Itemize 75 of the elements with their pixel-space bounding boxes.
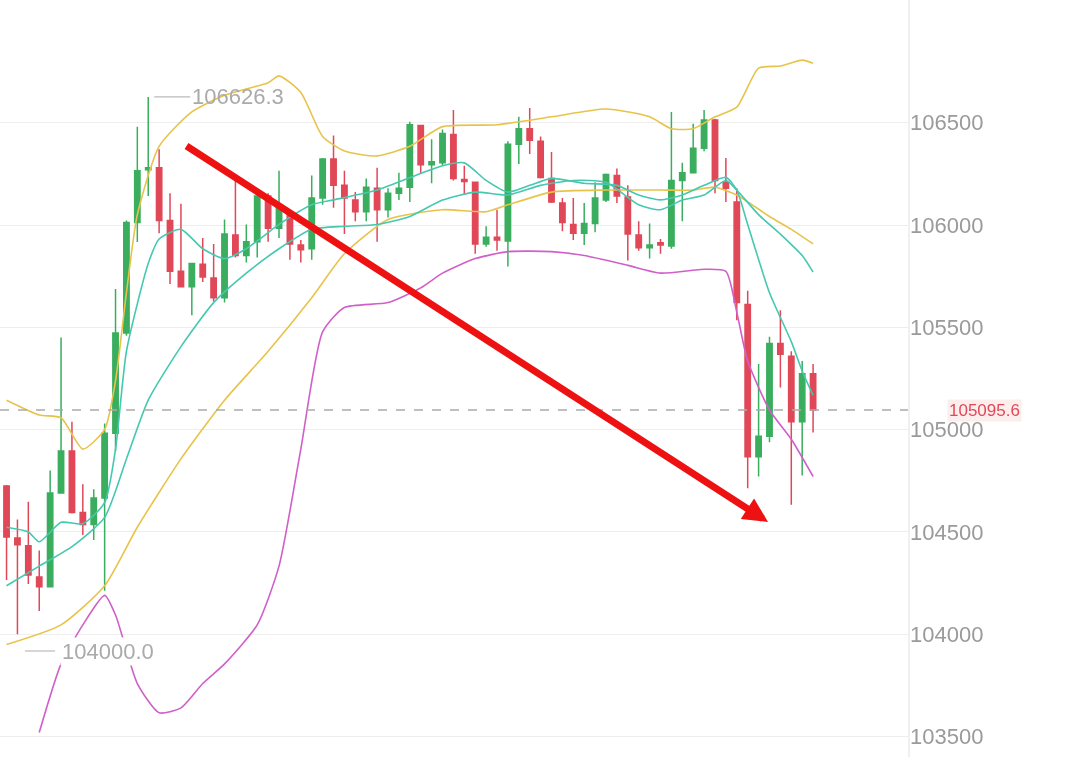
candlestick [558,197,566,232]
candlestick [384,187,392,219]
candlestick [460,164,468,196]
candlestick [635,220,643,252]
candlestick [471,181,479,255]
candlestick [667,111,675,250]
candlestick [362,177,370,223]
candlestick [569,197,577,241]
candlestick [57,336,65,494]
annotation: 104000.0 [62,639,154,664]
candlestick [253,192,261,259]
candlestick [210,243,218,303]
candlestick [199,237,207,283]
y-tick-label: 104000 [910,621,984,647]
candlestick [689,123,697,175]
candlestick [787,350,795,506]
candlestick [733,187,741,321]
line-series [5,59,814,450]
candlestick [79,483,87,536]
candlestick [700,109,708,152]
candlestick [373,167,381,243]
candlestick [90,488,98,541]
candlestick [177,203,185,288]
candlestick [144,96,152,197]
candlestick [319,157,327,206]
candlestick [678,162,686,223]
candlestick [133,125,141,243]
candlestick [580,202,588,246]
candlestick [646,222,654,260]
candlestick [515,116,523,165]
candlestick [537,135,545,180]
candlestick [624,184,632,262]
y-tick-label: 106500 [910,110,984,136]
candlestick [776,309,784,389]
candlestick [221,218,228,304]
ref-line-label: 105095.6 [949,401,1020,420]
candlestick [755,363,763,478]
candlestick [188,262,196,317]
candlestick [449,109,457,182]
candlestick [101,422,109,592]
candlestick [395,171,403,201]
candlestick [297,239,305,264]
candlestick [809,363,817,434]
candlestick [493,208,501,252]
candlestick [35,549,43,612]
candlestick [766,336,773,443]
candlestick [504,140,512,268]
candlestick [417,124,425,175]
candlestick [3,484,10,581]
candlestick [798,360,806,477]
candlestick [482,225,490,248]
candlestick [68,420,76,515]
line-series [38,250,814,734]
candlestick [166,192,174,285]
candlestick [24,501,32,585]
candlestick [406,120,414,203]
candlestick [351,191,359,223]
candlestick [526,107,534,155]
candlestick [722,157,730,203]
candlestick [341,169,348,235]
candlestick [14,518,21,635]
y-tick-label: 104500 [910,519,984,545]
candlestick [242,223,250,264]
candlestick [657,238,664,255]
candlestick [591,181,599,233]
y-tick-label: 105000 [910,417,984,443]
candlestick [330,134,337,209]
candlestick [744,289,752,489]
candlestick [428,138,436,185]
y-tick-label: 103500 [910,724,984,750]
y-tick-label: 106000 [910,212,984,238]
candlestick [439,128,446,167]
candlestick [46,469,54,588]
y-tick-label: 105500 [910,315,984,341]
candlestick [155,148,163,234]
